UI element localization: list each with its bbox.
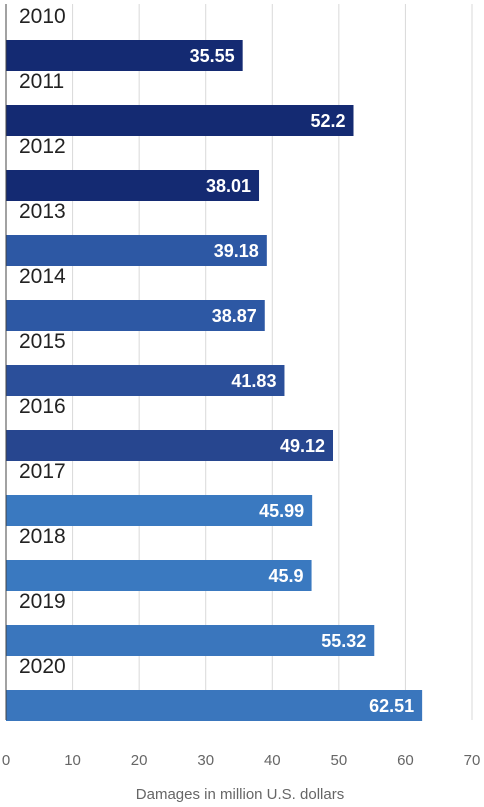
- x-tick-label: 40: [264, 752, 281, 769]
- bar: [6, 170, 260, 201]
- bar-value-label: 39.18: [214, 241, 259, 261]
- category-label: 2018: [19, 525, 66, 548]
- bar-value-label: 35.55: [190, 46, 235, 66]
- bar: [6, 560, 312, 591]
- category-label: 2020: [19, 655, 66, 678]
- bar-value-label: 41.83: [231, 371, 276, 391]
- bar-value-label: 45.99: [259, 501, 304, 521]
- bar: [6, 300, 265, 331]
- bar-value-label: 38.87: [212, 306, 257, 326]
- bars: 2010 35.55 2011 52.2 2012 38.01 2013 39.18 2014 3…: [6, 5, 423, 721]
- bar: [6, 235, 267, 266]
- category-label: 2012: [19, 135, 66, 158]
- bar: [6, 105, 354, 136]
- category-label: 2015: [19, 330, 66, 353]
- x-tick-label: 30: [197, 752, 214, 769]
- x-axis-title: Damages in million U.S. dollars: [136, 786, 344, 803]
- category-label: 2016: [19, 395, 66, 418]
- bar: [6, 495, 313, 526]
- bar: [6, 625, 375, 656]
- category-label: 2017: [19, 460, 66, 483]
- bar-value-label: 52.2: [310, 111, 345, 131]
- x-tick-label: 10: [64, 752, 81, 769]
- x-tick-label: 50: [331, 752, 348, 769]
- x-tick-label: 20: [131, 752, 148, 769]
- bar-value-label: 62.51: [369, 696, 414, 716]
- bar: [6, 430, 333, 461]
- category-label: 2013: [19, 200, 66, 223]
- bar: [6, 40, 243, 71]
- x-axis-ticks: 0 10 20 30 40 50 60 70: [2, 752, 481, 769]
- bar-value-label: 38.01: [206, 176, 251, 196]
- bar: [6, 690, 423, 721]
- category-label: 2019: [19, 590, 66, 613]
- bar: [6, 365, 285, 396]
- bar-value-label: 45.9: [269, 566, 304, 586]
- category-label: 2010: [19, 5, 66, 28]
- bar-value-label: 49.12: [280, 436, 325, 456]
- x-tick-label: 70: [464, 752, 481, 769]
- x-tick-label: 60: [397, 752, 414, 769]
- x-tick-label: 0: [2, 752, 10, 769]
- category-label: 2014: [19, 265, 66, 288]
- bar-value-label: 55.32: [321, 631, 366, 651]
- category-label: 2011: [19, 70, 64, 93]
